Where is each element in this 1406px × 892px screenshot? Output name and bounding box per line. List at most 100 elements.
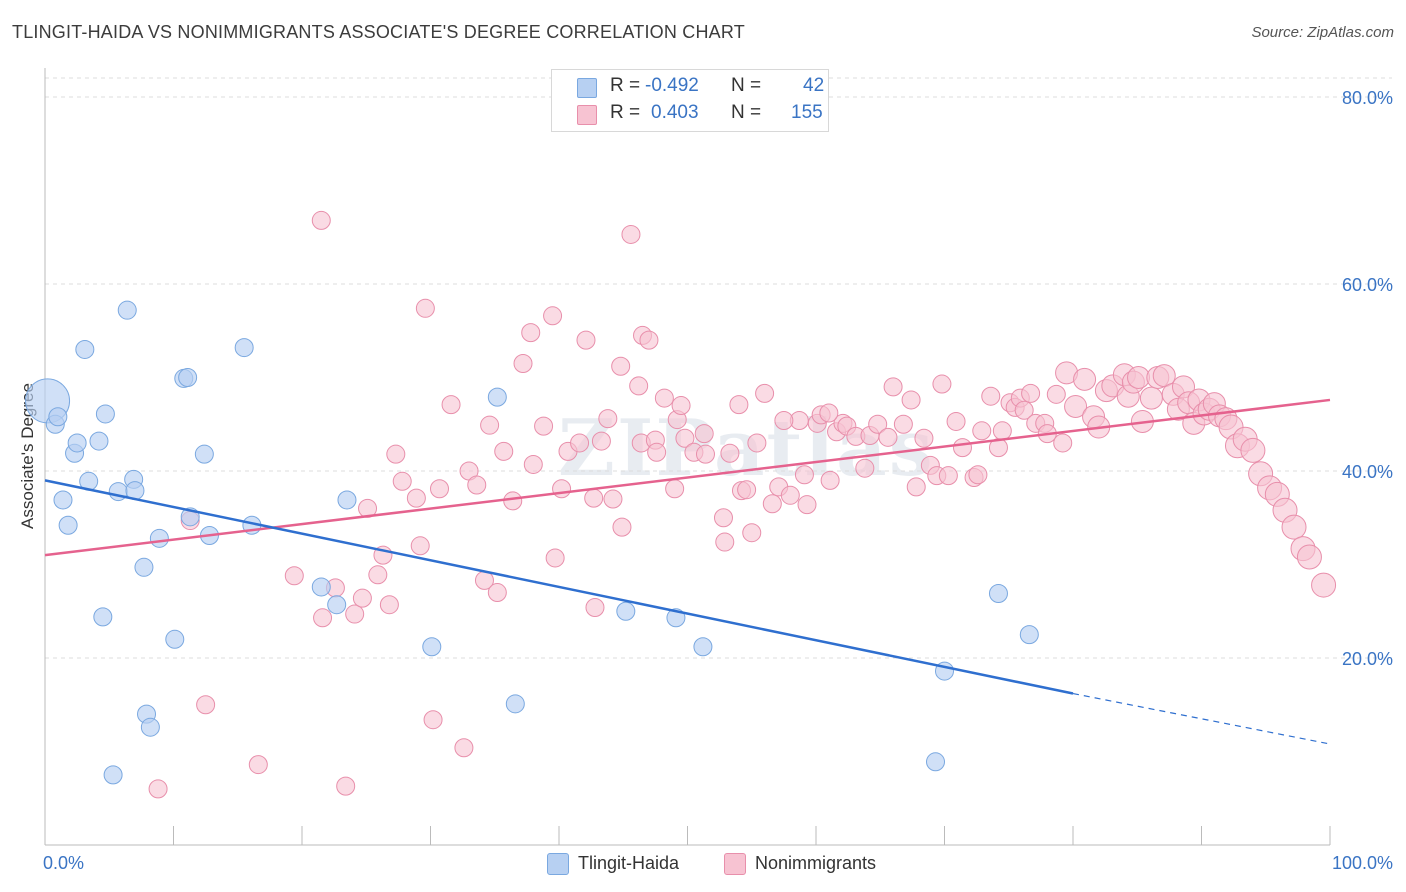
nonimmigrants-point [906, 477, 926, 497]
tlingit-haida-point [234, 338, 254, 358]
nonimmigrants-point [992, 421, 1012, 441]
nonimmigrants-point [1281, 514, 1307, 540]
tlingit-haida-point [53, 490, 73, 510]
y-tick-label: 60.0% [1342, 275, 1393, 295]
tlingit-haida-point [487, 387, 507, 407]
tlingit-haida-point [48, 407, 68, 427]
tlingit-haida-point [93, 607, 113, 627]
nonimmigrants-point [284, 566, 304, 586]
r-value: -0.492 [645, 75, 699, 96]
nonimmigrants-point [794, 465, 814, 485]
nonimmigrants-point [196, 695, 216, 715]
nonimmigrants-point [932, 374, 952, 394]
nonimmigrants-point [621, 224, 641, 244]
nonimmigrants-point [729, 395, 749, 415]
legend-swatch-pink [724, 853, 746, 875]
nonimmigrants-point [423, 710, 443, 730]
tlingit-haida-point [693, 637, 713, 657]
nonimmigrants-point [968, 465, 988, 485]
watermark: ZIPatlas [558, 403, 935, 494]
tlingit-haida-point [134, 557, 154, 577]
nonimmigrants-point [313, 608, 333, 628]
nonimmigrants-point [591, 431, 611, 451]
tlingit-haida-point [311, 577, 331, 597]
nonimmigrants-point [1064, 394, 1088, 418]
nonimmigrants-point [671, 396, 691, 416]
tlingit-haida-point [178, 368, 198, 387]
nonimmigrants-point [336, 776, 356, 796]
nonimmigrants-point [797, 495, 817, 515]
nonimmigrants-point [654, 388, 674, 408]
nonimmigrants-point [1014, 400, 1034, 420]
nonimmigrants-point [415, 298, 435, 318]
nonimmigrants-point [755, 383, 775, 403]
nonimmigrants-point [855, 458, 875, 478]
nonimmigrants-point [675, 428, 695, 448]
tlingit-haida-points [25, 300, 1039, 785]
nonimmigrants-point [612, 517, 632, 537]
nonimmigrants-point [480, 415, 500, 435]
tlingit-haida-trend-line [44, 479, 1074, 695]
nonimmigrants-point [148, 779, 168, 799]
nonimmigrants-point [248, 755, 268, 775]
nonimmigrants-point [762, 494, 782, 514]
tlingit-haida-point [616, 601, 636, 621]
n-value: 42 [803, 75, 825, 96]
nonimmigrants-point [570, 433, 590, 453]
nonimmigrants-point [737, 480, 757, 500]
nonimmigrants-point [878, 427, 898, 447]
nonimmigrants-point [893, 414, 913, 434]
tlingit-haida-point [117, 300, 137, 320]
x-tick-label-max: 100.0% [1332, 853, 1393, 873]
nonimmigrants-point [441, 395, 461, 415]
nonimmigrants-point [952, 438, 972, 458]
tlingit-haida-point [988, 583, 1008, 603]
nonimmigrants-point [647, 442, 667, 462]
tlingit-haida-trend-extension [1072, 692, 1331, 745]
nonimmigrants-point [1021, 383, 1041, 403]
nonimmigrants-points [148, 210, 1337, 799]
nonimmigrants-point [513, 353, 533, 373]
nonimmigrants-point [576, 330, 596, 350]
nonimmigrants-point [780, 485, 800, 505]
nonimmigrants-point [742, 523, 762, 543]
nonimmigrants-point [584, 488, 604, 508]
nonimmigrants-point [665, 479, 685, 499]
nonimmigrants-point [1139, 386, 1163, 410]
r-label: R = [610, 102, 641, 123]
nonimmigrants-point [1073, 367, 1097, 391]
nonimmigrants-point [715, 532, 735, 552]
nonimmigrants-point [406, 488, 426, 508]
nonimmigrants-point [611, 356, 631, 376]
tlingit-haida-point [140, 717, 160, 737]
n-label: N = [731, 102, 762, 123]
nonimmigrants-point [523, 454, 543, 474]
nonimmigrants-point [629, 376, 649, 396]
nonimmigrants-point [946, 411, 966, 431]
nonimmigrants-point [938, 466, 958, 486]
nonimmigrants-point [713, 508, 733, 528]
nonimmigrants-point [379, 595, 399, 615]
nonimmigrants-point [311, 210, 331, 230]
nonimmigrants-point [695, 444, 715, 464]
nonimmigrants-point [543, 306, 563, 326]
nonimmigrants-point [368, 565, 388, 585]
legend-swatch-blue [577, 78, 597, 98]
nonimmigrants-point [345, 604, 365, 624]
nonimmigrants-point [1046, 384, 1066, 404]
nonimmigrants-point [467, 475, 487, 495]
y-tick-label: 20.0% [1342, 649, 1393, 669]
nonimmigrants-point [392, 471, 412, 491]
legend-label: Nonimmigrants [755, 853, 877, 873]
tlingit-haida-point [194, 444, 214, 464]
nonimmigrants-point [639, 330, 659, 350]
nonimmigrants-point [720, 443, 740, 463]
nonimmigrants-point [386, 444, 406, 464]
nonimmigrants-point [820, 470, 840, 490]
nonimmigrants-point [694, 424, 714, 444]
tlingit-haida-point [165, 629, 185, 649]
nonimmigrants-point [1311, 572, 1337, 598]
r-label: R = [610, 75, 641, 96]
tlingit-haida-point [58, 515, 78, 535]
